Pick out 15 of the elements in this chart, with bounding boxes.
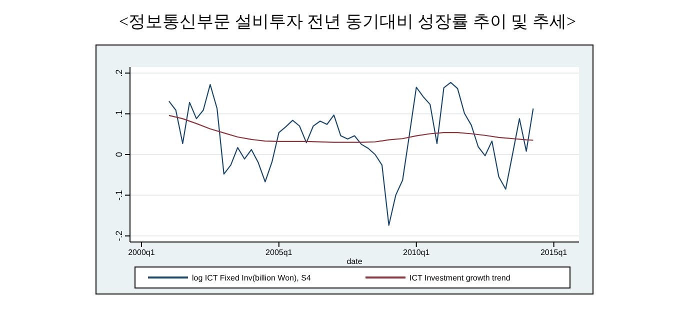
line-series xyxy=(168,114,534,143)
y-tick-label: -.1 xyxy=(114,190,124,200)
x-tick-label: 2000q1 xyxy=(128,248,156,257)
legend-label: log ICT Fixed Inv(billion Won), S4 xyxy=(192,274,312,282)
x-axis-title: date xyxy=(346,257,363,266)
chart-title: <정보통신부문 설비투자 전년 동기대비 성장률 추이 및 추세> xyxy=(119,12,576,31)
x-tick-label: 2015q1 xyxy=(540,248,568,257)
y-tick-label: .1 xyxy=(114,110,124,118)
y-tick-label: -.2 xyxy=(114,230,124,242)
x-tick-label: 2010q1 xyxy=(403,248,430,257)
y-tick-label: 0 xyxy=(114,152,124,158)
x-tick-label: 2005q1 xyxy=(266,248,293,257)
line-series xyxy=(168,82,534,226)
legend-label: ICT Investment growth trend xyxy=(410,274,510,282)
y-tick-label: .2 xyxy=(114,69,124,77)
